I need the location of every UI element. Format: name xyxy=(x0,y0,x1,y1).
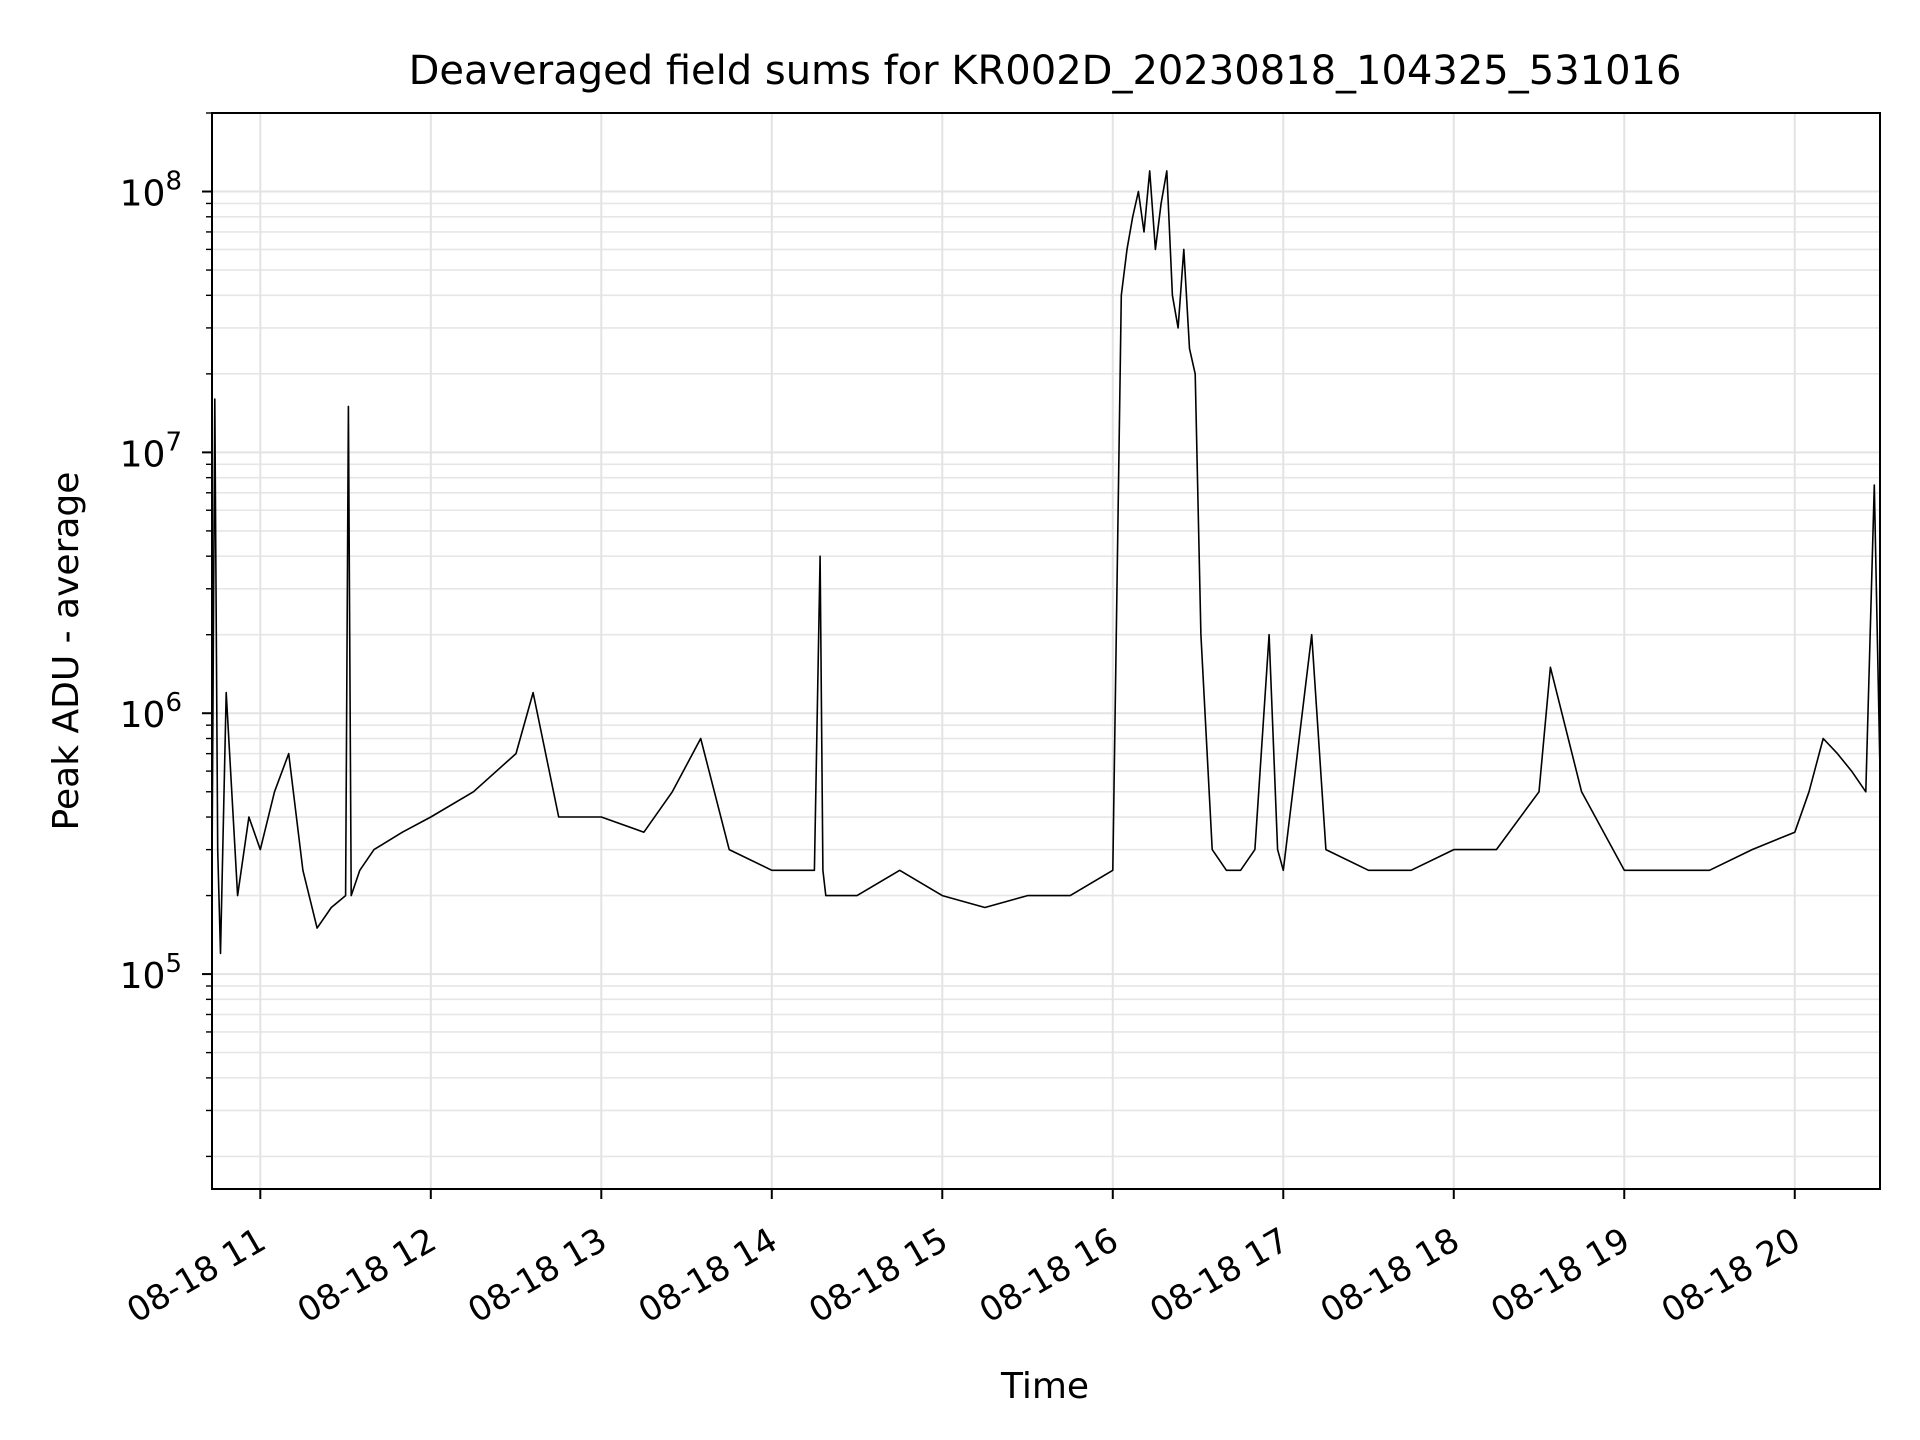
y-tick-label-exponent: 6 xyxy=(165,688,182,718)
y-tick-label-exponent: 5 xyxy=(165,949,182,979)
chart-title: Deaveraged field sums for KR002D_2023081… xyxy=(409,48,1682,94)
plot-frame xyxy=(211,112,1881,1190)
x-axis-label: Time xyxy=(1000,1366,1089,1407)
y-tick-label: 107 xyxy=(120,427,182,475)
y-tick-label: 105 xyxy=(120,949,182,997)
series xyxy=(211,170,1881,955)
grid xyxy=(212,112,1880,1189)
y-tick-label-base: 10 xyxy=(120,956,166,997)
y-tick-label-base: 10 xyxy=(120,434,166,475)
series-line xyxy=(211,170,1881,955)
y-tick-label-base: 10 xyxy=(120,695,166,736)
y-tick-label-base: 10 xyxy=(120,174,166,215)
y-axis-label: Peak ADU - average xyxy=(46,472,87,831)
y-tick-label: 106 xyxy=(120,688,182,736)
y-tick-label: 108 xyxy=(120,167,182,215)
y-tick-label-exponent: 8 xyxy=(165,167,182,197)
y-tick-label-exponent: 7 xyxy=(165,427,182,457)
